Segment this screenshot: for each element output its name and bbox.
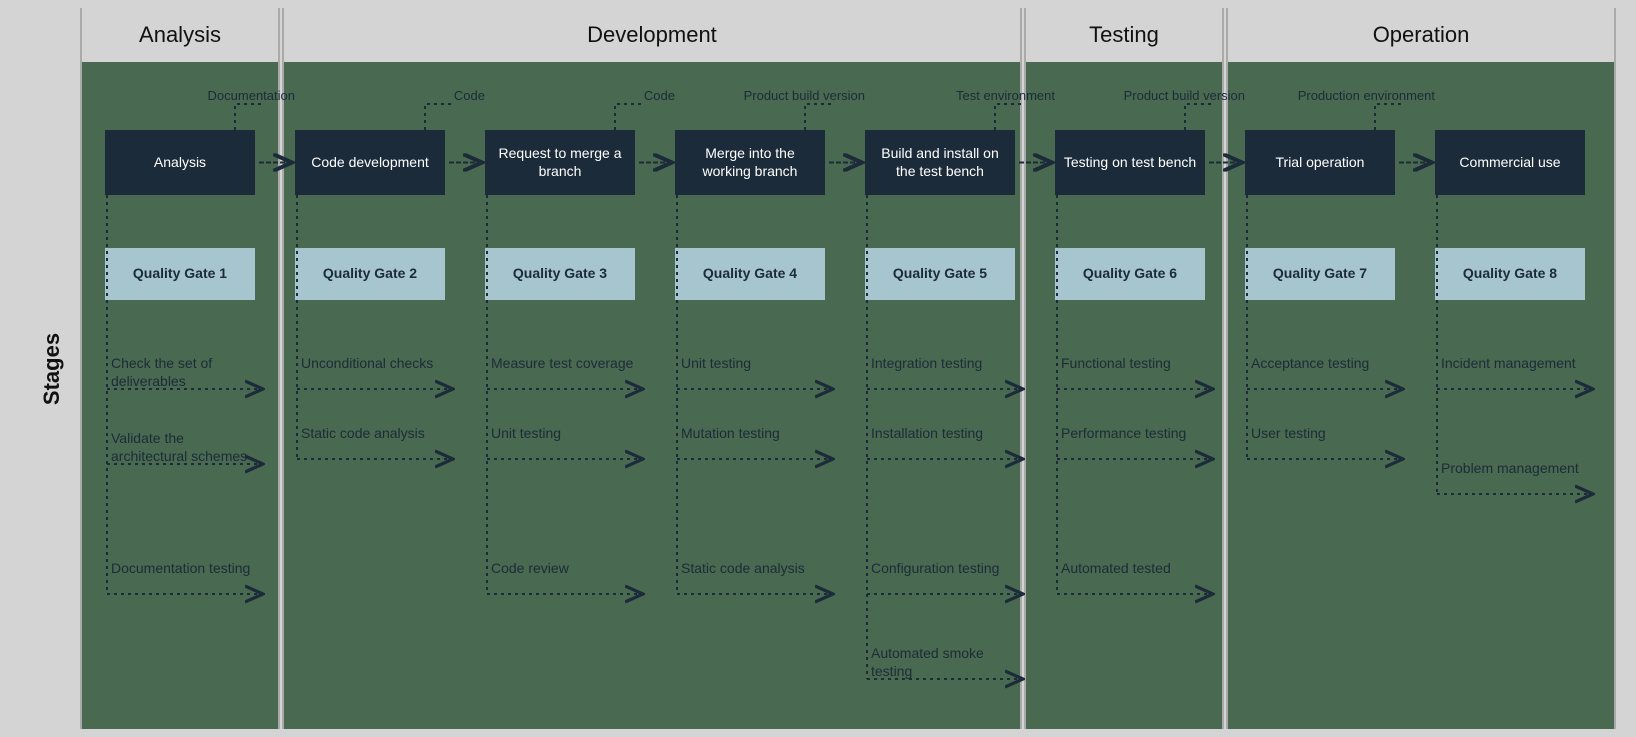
activity-item: Problem management (1441, 460, 1591, 478)
activity-item: Validate the architectural schemes (111, 430, 261, 465)
stage-annotation: Code (301, 88, 485, 103)
activity-item: Incident management (1441, 355, 1591, 373)
activity-item: Unit testing (681, 355, 831, 373)
stage-box: Analysis (105, 130, 255, 195)
quality-gate-box: Quality Gate 4 (675, 248, 825, 300)
phase-header: Development (282, 8, 1022, 62)
stage-box: Commercial use (1435, 130, 1585, 195)
activity-item: Static code analysis (681, 560, 831, 578)
phase-header: Analysis (80, 8, 280, 62)
activity-item: Documentation testing (111, 560, 261, 578)
activity-item: Static code analysis (301, 425, 451, 443)
stage-box: Request to merge a branch (485, 130, 635, 195)
phase-header: Testing (1024, 8, 1224, 62)
phase-header: Operation (1226, 8, 1616, 62)
activity-item: Integration testing (871, 355, 1021, 373)
activity-item: Installation testing (871, 425, 1021, 443)
activity-item: Check the set of deliverables (111, 355, 261, 390)
quality-gate-box: Quality Gate 6 (1055, 248, 1205, 300)
stage-annotation: Code (491, 88, 675, 103)
stage-box: Merge into the working branch (675, 130, 825, 195)
stage-box: Testing on test bench (1055, 130, 1205, 195)
stage-annotation: Test environment (871, 88, 1055, 103)
activity-item: Configuration testing (871, 560, 1021, 578)
activity-item: Code review (491, 560, 641, 578)
quality-gate-box: Quality Gate 1 (105, 248, 255, 300)
activity-item: Functional testing (1061, 355, 1211, 373)
activity-item: Unconditional checks (301, 355, 451, 373)
stage-annotation: Production environment (1251, 88, 1435, 103)
stage-annotation: Documentation (111, 88, 295, 103)
stage-annotation: Product build version (1061, 88, 1245, 103)
activity-item: Mutation testing (681, 425, 831, 443)
activity-item: Unit testing (491, 425, 641, 443)
quality-gate-box: Quality Gate 7 (1245, 248, 1395, 300)
quality-gate-box: Quality Gate 2 (295, 248, 445, 300)
activity-item: Measure test coverage (491, 355, 641, 373)
stage-annotation: Product build version (681, 88, 865, 103)
stage-box: Build and install on the test bench (865, 130, 1015, 195)
quality-gate-box: Quality Gate 3 (485, 248, 635, 300)
side-label: Stages (39, 332, 65, 404)
activity-item: Automated smoke testing (871, 645, 1021, 680)
quality-gate-box: Quality Gate 5 (865, 248, 1015, 300)
stage-box: Code development (295, 130, 445, 195)
activity-item: Acceptance testing (1251, 355, 1401, 373)
stage-box: Trial operation (1245, 130, 1395, 195)
quality-gate-box: Quality Gate 8 (1435, 248, 1585, 300)
activity-item: Performance testing (1061, 425, 1211, 443)
activity-item: Automated tested (1061, 560, 1211, 578)
activity-item: User testing (1251, 425, 1401, 443)
